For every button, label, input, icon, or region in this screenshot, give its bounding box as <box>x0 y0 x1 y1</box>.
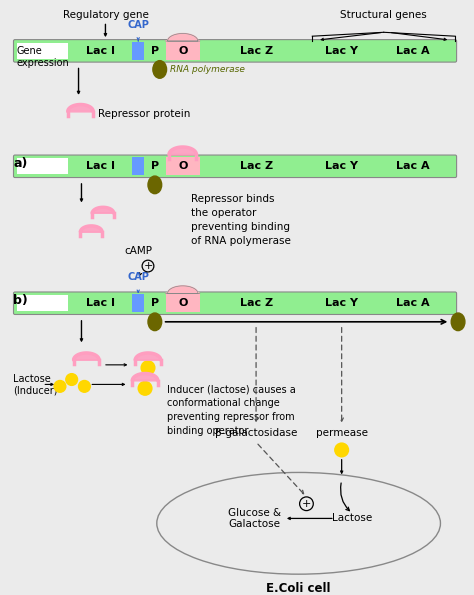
Text: O: O <box>178 161 187 171</box>
Text: Lac Z: Lac Z <box>239 298 273 308</box>
Bar <box>371 158 455 175</box>
Text: Repressor binds
the operator
preventing binding
of RNA polymerase: Repressor binds the operator preventing … <box>191 194 291 246</box>
Bar <box>17 295 68 311</box>
Bar <box>371 42 455 60</box>
Text: b): b) <box>13 294 28 307</box>
FancyBboxPatch shape <box>13 40 456 62</box>
Text: Lac Z: Lac Z <box>239 161 273 171</box>
Bar <box>17 43 68 59</box>
Ellipse shape <box>66 374 78 386</box>
Text: Lac I: Lac I <box>86 161 115 171</box>
Bar <box>312 158 371 175</box>
Text: +: + <box>302 499 311 509</box>
Bar <box>165 158 200 175</box>
Polygon shape <box>73 353 99 360</box>
Bar <box>165 42 200 60</box>
Ellipse shape <box>54 380 66 392</box>
Text: Inducer (lactose) causes a
conformational change
preventing repressor from
bindi: Inducer (lactose) causes a conformationa… <box>166 384 295 436</box>
Text: Lac A: Lac A <box>396 298 430 308</box>
Text: O: O <box>178 46 187 56</box>
Ellipse shape <box>138 381 152 395</box>
Text: Gene
expression: Gene expression <box>17 46 70 68</box>
Polygon shape <box>135 353 161 360</box>
Text: E.Coli cell: E.Coli cell <box>266 582 331 595</box>
Text: Lactose: Lactose <box>332 513 373 524</box>
Text: Lac Y: Lac Y <box>325 161 358 171</box>
Text: Repressor protein: Repressor protein <box>98 109 191 120</box>
Ellipse shape <box>148 176 162 194</box>
Ellipse shape <box>148 313 162 331</box>
Text: CAP: CAP <box>128 20 149 30</box>
Text: Lac I: Lac I <box>86 46 115 56</box>
Ellipse shape <box>335 443 348 457</box>
Text: cAMP: cAMP <box>124 246 152 256</box>
Text: Lac Y: Lac Y <box>325 46 358 56</box>
Text: permease: permease <box>316 428 368 439</box>
Text: Lac Z: Lac Z <box>239 46 273 56</box>
Ellipse shape <box>141 361 155 375</box>
Bar <box>17 158 68 174</box>
Text: P: P <box>151 46 159 56</box>
Text: CAP: CAP <box>128 272 149 281</box>
Bar <box>144 295 165 312</box>
Text: Glucose &
Galactose: Glucose & Galactose <box>228 508 281 529</box>
Text: Lac A: Lac A <box>396 161 430 171</box>
Text: Lac I: Lac I <box>86 298 115 308</box>
Bar <box>200 295 312 312</box>
Text: P: P <box>151 161 159 171</box>
FancyBboxPatch shape <box>13 155 456 177</box>
Ellipse shape <box>451 313 465 331</box>
Text: Lactose
(Inducer): Lactose (Inducer) <box>13 374 57 395</box>
Polygon shape <box>92 207 114 213</box>
Bar <box>69 42 132 60</box>
Polygon shape <box>165 33 200 41</box>
Text: RNA polymerase: RNA polymerase <box>170 65 245 74</box>
Bar <box>132 158 144 175</box>
Bar <box>312 295 371 312</box>
Bar <box>132 295 144 312</box>
Bar <box>69 295 132 312</box>
Text: Lac Y: Lac Y <box>325 298 358 308</box>
Polygon shape <box>132 374 158 380</box>
Text: O: O <box>178 298 187 308</box>
Ellipse shape <box>79 380 90 392</box>
FancyBboxPatch shape <box>13 292 456 315</box>
Text: P: P <box>151 298 159 308</box>
Text: a): a) <box>13 157 27 170</box>
Bar <box>144 158 165 175</box>
Text: Regulatory gene: Regulatory gene <box>63 10 148 20</box>
Bar <box>200 158 312 175</box>
Bar <box>165 295 200 312</box>
Text: Lac A: Lac A <box>396 46 430 56</box>
Bar <box>312 42 371 60</box>
Bar <box>371 295 455 312</box>
Polygon shape <box>81 226 102 232</box>
Bar <box>132 42 144 60</box>
Text: β-galactosidase: β-galactosidase <box>215 428 297 439</box>
Bar <box>144 42 165 60</box>
Polygon shape <box>165 286 200 293</box>
Text: Structural genes: Structural genes <box>340 10 427 20</box>
Text: +: + <box>143 261 153 271</box>
Polygon shape <box>68 105 93 111</box>
Bar <box>69 158 132 175</box>
Bar <box>200 42 312 60</box>
Polygon shape <box>169 147 196 155</box>
Ellipse shape <box>153 61 166 79</box>
